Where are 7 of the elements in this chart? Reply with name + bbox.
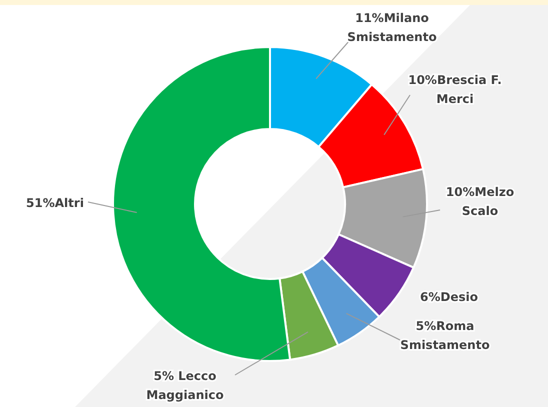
slice-label: 51%Altri (26, 196, 84, 210)
slice-label: 5%Roma Smistamento (400, 319, 490, 352)
slice-label: 11%Milano Smistamento (347, 11, 437, 44)
slice-label: 10%Melzo Scalo (446, 185, 514, 218)
slice-label: 6%Desio (420, 290, 478, 304)
slice-label: 10%Brescia F. Merci (408, 73, 502, 106)
slice-label: 5% Lecco Maggianico (146, 369, 224, 402)
